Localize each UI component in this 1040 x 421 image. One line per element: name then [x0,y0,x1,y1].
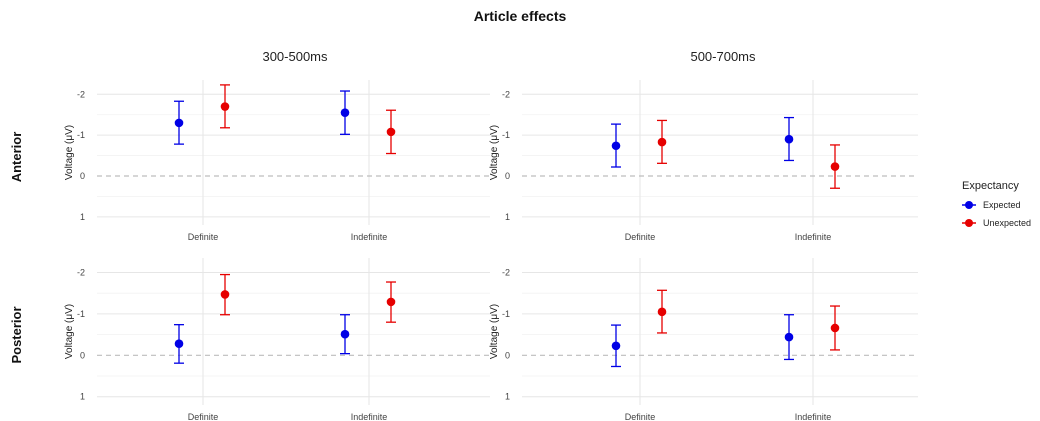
legend: Expectancy Expected Unexpected [962,180,1031,228]
point-unexpected-indefinite [830,323,840,333]
legend-label-unexpected: Unexpected [983,218,1031,228]
y-axis-label: Voltage (μV) [64,125,75,180]
y-tick-label: -1 [502,130,510,140]
point-unexpected-indefinite [830,162,840,171]
point-expected-definite [174,118,184,128]
x-tick-label-indefinite: Indefinite [351,412,388,421]
point-unexpected-definite [220,290,230,299]
point-unexpected-indefinite [386,297,396,307]
point-unexpected-indefinite [386,127,396,137]
row-label-posterior: Posterior [9,306,24,363]
point-expected-indefinite [340,108,350,117]
x-tick-label-indefinite: Indefinite [795,412,832,421]
x-tick-label-indefinite: Indefinite [795,232,832,242]
y-tick-label: 1 [80,392,85,402]
panel-posterior-500-700ms: -2 -1 0 1 Definite Indefinite Voltage (μV) [489,258,918,421]
panels-group: -2 -1 0 1 Definite Indefinite Voltage (μV) -2 -1… [64,80,918,421]
x-tick-label-definite: Definite [188,232,219,242]
x-tick-label-definite: Definite [625,232,656,242]
legend-title: Expectancy [962,180,1019,192]
point-expected-definite [611,141,621,151]
y-tick-label: 0 [80,350,85,360]
y-axis-label: Voltage (μV) [489,304,500,359]
y-tick-label: -2 [502,267,510,277]
row-label-anterior: Anterior [9,132,24,183]
y-tick-label: -1 [77,309,85,319]
chart-title: Article effects [474,8,567,24]
y-tick-label: 0 [505,171,510,181]
legend-item-unexpected: Unexpected [962,218,1031,228]
panel-anterior-300-500ms: -2 -1 0 1 Definite Indefinite Voltage (μV) [64,80,490,242]
legend-item-expected: Expected [962,200,1021,210]
y-tick-label: -2 [77,89,85,99]
y-tick-label: 1 [505,212,510,222]
point-unexpected-definite [220,102,230,111]
panel-posterior-300-500ms: -2 -1 0 1 Definite Indefinite Voltage (μV) [64,258,490,421]
facet-label-300-500ms: 300-500ms [262,49,328,64]
y-tick-label: 0 [505,350,510,360]
y-tick-label: 1 [505,392,510,402]
y-tick-label: 1 [80,212,85,222]
y-axis-label: Voltage (μV) [64,304,75,359]
point-unexpected-definite [657,137,667,147]
x-tick-label-definite: Definite [188,412,219,421]
point-expected-definite [611,341,621,351]
x-tick-label-definite: Definite [625,412,656,421]
point-expected-definite [174,339,184,349]
y-tick-label: -2 [77,267,85,277]
point-expected-indefinite [784,332,794,342]
x-tick-label-indefinite: Indefinite [351,232,388,242]
y-tick-label: -1 [77,130,85,140]
legend-label-expected: Expected [983,200,1021,210]
panel-anterior-500-700ms: -2 -1 0 1 Definite Indefinite Voltage (μV) [489,80,918,242]
y-axis-label: Voltage (μV) [489,125,500,180]
point-expected-indefinite [340,329,350,339]
legend-key-dot-unexpected [965,219,973,227]
facet-label-500-700ms: 500-700ms [690,49,756,64]
y-tick-label: -1 [502,309,510,319]
y-tick-label: -2 [502,89,510,99]
y-tick-label: 0 [80,171,85,181]
point-unexpected-definite [657,307,667,317]
point-expected-indefinite [784,134,794,144]
legend-key-dot-expected [965,201,973,209]
